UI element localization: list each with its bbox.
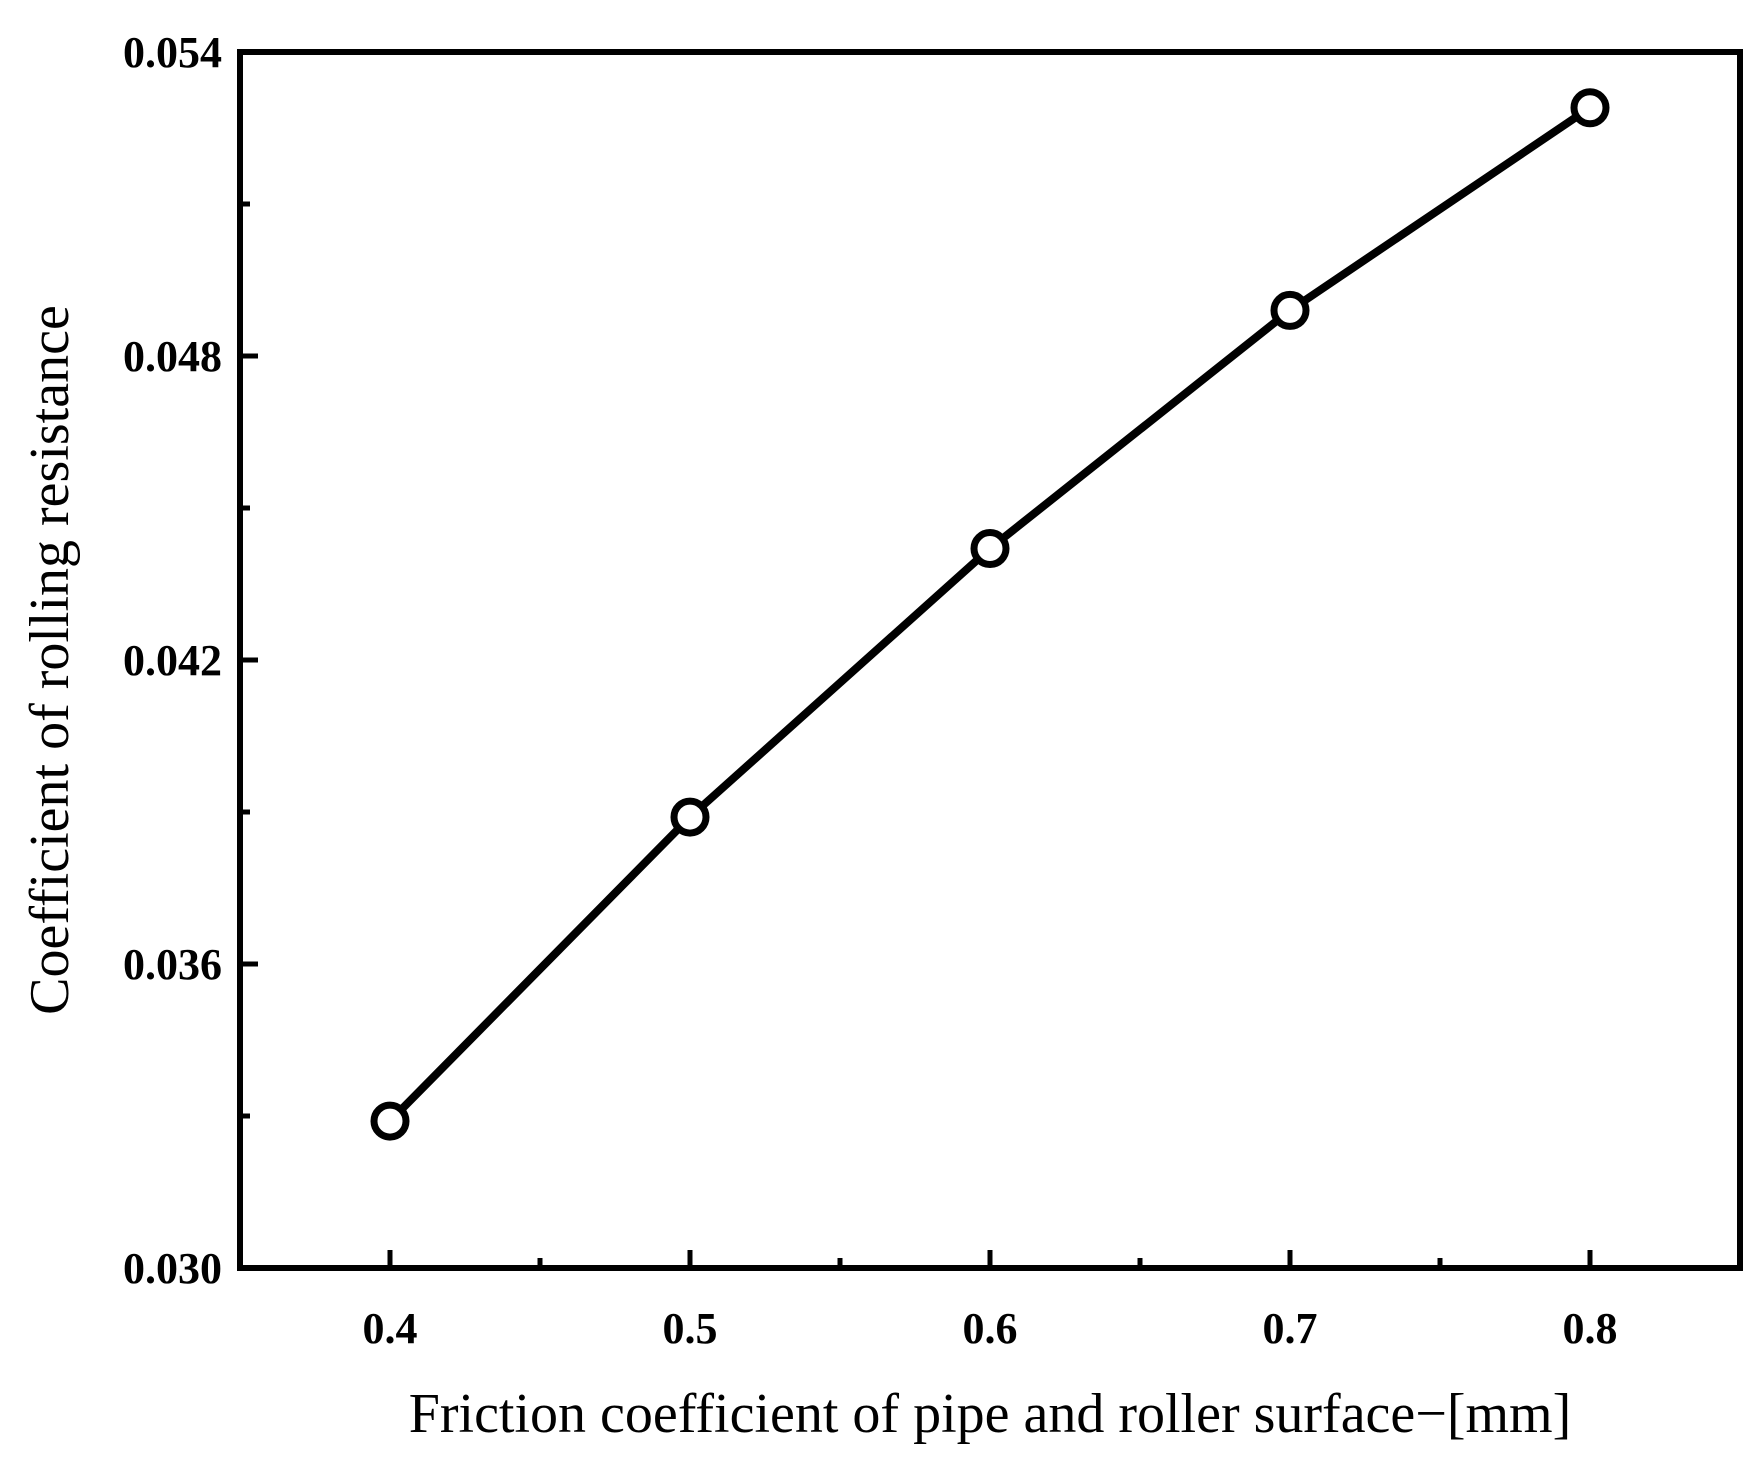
x-tick-label: 0.5 — [663, 1304, 718, 1353]
y-tick-label: 0.036 — [123, 940, 222, 989]
y-axis-title: Coefficient of rolling resistance — [19, 305, 81, 1015]
plot-frame — [237, 49, 1743, 1271]
data-point — [370, 1101, 410, 1141]
series-line — [387, 104, 1593, 1124]
data-point — [1270, 290, 1310, 330]
y-tick-label: 0.048 — [123, 332, 222, 381]
x-tick-label: 0.6 — [963, 1304, 1018, 1353]
y-tick-label: 0.054 — [123, 28, 222, 77]
data-point — [970, 529, 1010, 569]
x-tick-label: 0.4 — [363, 1304, 418, 1353]
x-axis-title: Friction coefficient of pipe and roller … — [409, 1383, 1572, 1445]
x-tick-label: 0.8 — [1563, 1304, 1618, 1353]
axis-tick-labels: 0.4 0.5 0.6 0.7 0.8 0.030 0.036 0.042 0.048 0.054 — [123, 28, 1618, 1353]
series-layer — [370, 88, 1610, 1141]
data-point — [670, 797, 710, 837]
x-tick-label: 0.7 — [1263, 1304, 1318, 1353]
data-point — [1570, 88, 1610, 128]
y-tick-label: 0.042 — [123, 636, 222, 685]
y-tick-label: 0.030 — [123, 1244, 222, 1293]
axis-ticks — [240, 49, 1593, 1271]
